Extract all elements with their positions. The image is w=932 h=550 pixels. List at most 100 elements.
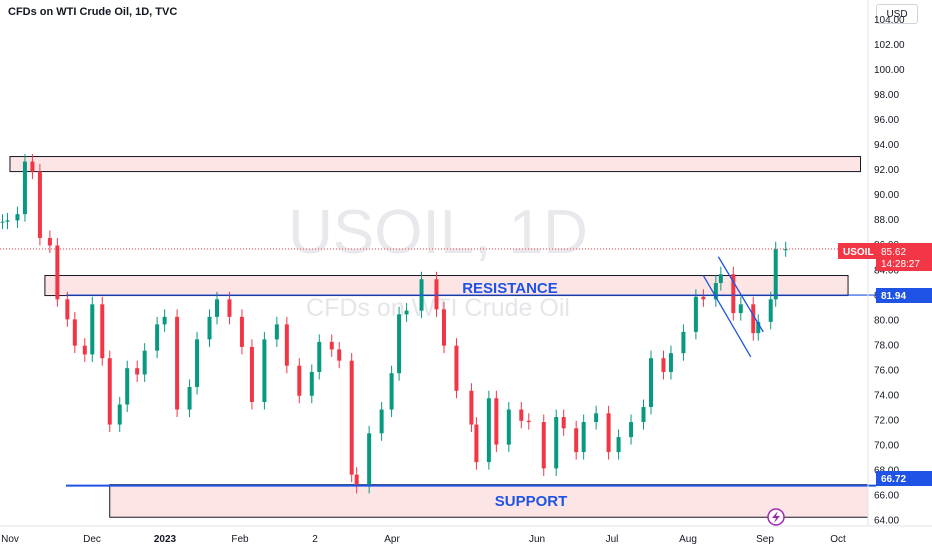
time-tick: 2 [312, 534, 318, 545]
time-tick: Oct [830, 534, 846, 545]
candle [434, 271, 439, 317]
watermark-symbol: USOIL, 1D [288, 198, 588, 267]
candle [142, 343, 147, 382]
price-tick: 64.00 [874, 516, 899, 527]
time-axis[interactable]: Nov Dec 2023 Feb 2 Apr Jun Jul Aug Sep Oct [1, 534, 846, 545]
candle [135, 360, 140, 382]
candle [125, 360, 130, 413]
price-tick: 80.00 [874, 315, 899, 326]
price-tick: 98.00 [874, 90, 899, 101]
candle [506, 402, 511, 453]
candle [262, 331, 267, 410]
price-tick: 100.00 [874, 65, 905, 76]
candle [526, 413, 531, 430]
candle [681, 324, 686, 361]
candle [55, 237, 60, 307]
candle [713, 275, 718, 307]
candle [227, 291, 232, 325]
lines-layer [0, 248, 876, 487]
candle [47, 230, 52, 253]
price-tick: 78.00 [874, 340, 899, 351]
resistance-value: 81.94 [881, 291, 906, 302]
candle [155, 316, 160, 359]
candle [606, 405, 611, 460]
candle [574, 420, 579, 460]
lightning-event-icon[interactable] [767, 508, 785, 526]
candle [751, 296, 756, 341]
channel-lower [702, 275, 752, 358]
candle [768, 291, 773, 330]
price-tick: 96.00 [874, 115, 899, 126]
candle [641, 399, 646, 430]
support-label: SUPPORT [495, 493, 568, 510]
candle [629, 414, 634, 445]
candle [554, 409, 559, 476]
candle [773, 241, 778, 307]
candle [82, 338, 87, 362]
chart-title: CFDs on WTI Crude Oil, 1D, TVC [8, 6, 178, 18]
candle [474, 417, 479, 470]
candle [329, 334, 334, 357]
candle [738, 296, 743, 321]
time-tick: Sep [756, 534, 774, 545]
price-tick: 70.00 [874, 441, 899, 452]
candle [239, 309, 244, 355]
candle [15, 206, 20, 228]
candle [454, 338, 459, 399]
currency-button[interactable]: USD [876, 4, 918, 24]
candle [701, 289, 706, 307]
price-tick: 94.00 [874, 140, 899, 151]
candle [783, 241, 788, 257]
candle [404, 303, 409, 322]
candle [494, 390, 499, 453]
candle [731, 266, 736, 321]
candle [581, 414, 586, 460]
candle [317, 334, 322, 380]
resistance-value-tag: 81.94 [876, 288, 932, 303]
candle [649, 350, 653, 415]
price-tick: 92.00 [874, 165, 899, 176]
candle [107, 350, 112, 433]
time-tick: Dec [83, 534, 101, 545]
time-tick: Nov [1, 534, 19, 545]
last-price-tag: USOIL 85.62 14:28:27 [838, 243, 932, 271]
candle [195, 331, 200, 395]
price-tick: 104.00 [874, 15, 905, 26]
time-tick: Apr [384, 534, 400, 545]
zone-2 [109, 484, 869, 518]
resistance-label: RESISTANCE [462, 280, 558, 297]
candle [5, 212, 10, 230]
zone-0 [9, 156, 862, 173]
candle [72, 311, 77, 354]
candle [668, 345, 673, 380]
price-tick: 90.00 [874, 190, 899, 201]
candle [249, 339, 254, 410]
support-value-tag: 66.72 [876, 471, 932, 486]
candle [486, 390, 491, 470]
candle [397, 306, 402, 381]
candle [215, 291, 219, 325]
candle [22, 154, 27, 222]
candle [519, 402, 524, 429]
candle [309, 364, 314, 404]
price-tag-countdown: 14:28:27 [881, 259, 920, 270]
candle [297, 358, 302, 404]
candle [469, 383, 474, 433]
candle [37, 164, 42, 246]
time-tick: Feb [231, 534, 249, 545]
time-tick: Jun [529, 534, 545, 545]
candle [284, 316, 289, 374]
candle [337, 341, 342, 369]
time-tick: Jul [606, 534, 619, 545]
candle [187, 379, 192, 418]
candle [379, 402, 384, 441]
candle [349, 353, 354, 483]
candle [117, 397, 122, 433]
candle [756, 314, 761, 341]
candle [207, 309, 212, 347]
price-tag-symbol: USOIL [843, 247, 874, 258]
price-tick: 88.00 [874, 215, 899, 226]
zone-1 [44, 275, 849, 297]
support-value: 66.72 [881, 474, 906, 485]
